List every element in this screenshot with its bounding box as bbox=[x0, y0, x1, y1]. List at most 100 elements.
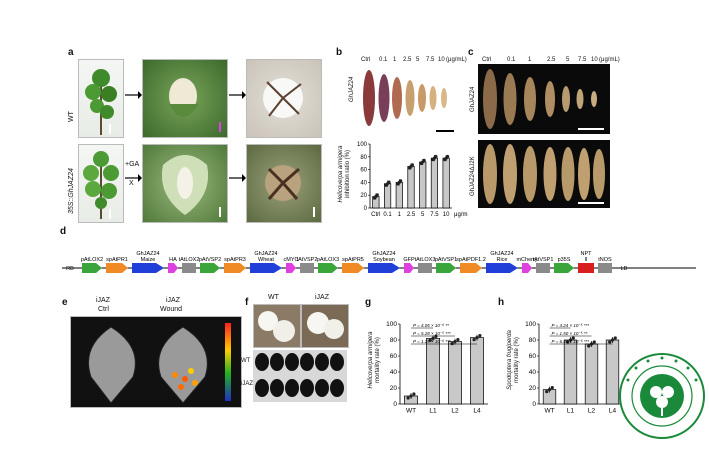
panel-label-d: d bbox=[60, 226, 67, 237]
data-point bbox=[445, 154, 450, 159]
data-point bbox=[450, 342, 454, 346]
x-axis-unit: μg/mL bbox=[454, 212, 468, 218]
construct-segment-label: pAtVSP2 bbox=[199, 257, 221, 263]
construct-segment-label-line: HA bbox=[169, 257, 177, 263]
construct-segment-label-line: GhJAZ24 bbox=[490, 251, 513, 257]
c-row1-label: GhJAZ24 bbox=[470, 86, 476, 112]
wt-bud-photo bbox=[142, 59, 228, 138]
construct-segment-label-line: Wheat bbox=[258, 257, 274, 263]
construct-segment-label-line: GhJAZ24 bbox=[136, 251, 159, 257]
c-conc-3: 5 bbox=[566, 57, 570, 63]
x-tick-label: WT bbox=[406, 408, 416, 415]
construct-segment-label-line: spAtPR1 bbox=[106, 257, 128, 263]
x-tick-label: 0.1 bbox=[383, 212, 392, 218]
e-right-title: iJAZ bbox=[166, 297, 180, 304]
data-point bbox=[610, 338, 615, 342]
y-tick-label: 20 bbox=[529, 385, 537, 392]
p-value-annotation: P = 5.28 × 10⁻⁵ *** bbox=[413, 331, 451, 336]
data-point bbox=[406, 396, 410, 400]
c-ctrl-header: Ctrl bbox=[482, 57, 492, 63]
data-point bbox=[456, 338, 460, 342]
construct-segment-label-line: pAtVSP2 bbox=[199, 257, 221, 263]
x-tick-label: 1 bbox=[398, 212, 402, 218]
construct-segment-label: spAtPDF1.2 bbox=[456, 257, 486, 263]
promoter-arrow bbox=[82, 263, 102, 273]
x-tick-label: Ctrl bbox=[371, 212, 380, 218]
transgenic-plant-photo bbox=[78, 144, 124, 223]
x-tick-label: WT bbox=[544, 408, 554, 415]
b-y-axis-label: Helicoverpa armigera inhibition ratio (%) bbox=[338, 145, 351, 203]
data-point bbox=[399, 179, 403, 183]
c-unit: (μg/mL) bbox=[599, 57, 620, 63]
construct-segment-label: pAtLOX3 bbox=[317, 257, 339, 263]
b-conc-4: 7.5 bbox=[426, 57, 435, 63]
b-conc-0: 0.1 bbox=[379, 57, 388, 63]
data-point bbox=[566, 340, 570, 344]
construct-segment-label: spAtPR3 bbox=[224, 257, 246, 263]
y-tick-label: 40 bbox=[360, 180, 367, 186]
x-tick-label: 2.5 bbox=[407, 212, 416, 218]
b-unit: (μg/mL) bbox=[446, 57, 467, 63]
b-conc-5: 10 bbox=[438, 57, 445, 63]
data-point bbox=[478, 334, 482, 338]
promoter-arrow bbox=[318, 263, 338, 273]
y-tick-label: 0 bbox=[364, 206, 368, 212]
e-right-sub: Wound bbox=[160, 306, 183, 313]
construct-segment-label-line: GhJAZ24 bbox=[254, 251, 277, 257]
y-tick-label: 0 bbox=[532, 401, 536, 408]
c-conc-0: 0.1 bbox=[507, 57, 516, 63]
signal-peptide-arrow bbox=[106, 263, 128, 273]
construct-segment-label: tNOS bbox=[598, 257, 612, 263]
panel-label-f: f bbox=[245, 297, 249, 308]
construct-segment-label: NPT II bbox=[581, 251, 593, 263]
y-tick-label: 80 bbox=[529, 337, 537, 344]
transgenic-boll-photo bbox=[246, 144, 322, 223]
construct-segment-label: GFP bbox=[403, 257, 415, 263]
data-point bbox=[428, 338, 432, 342]
gene-arrow bbox=[132, 263, 164, 273]
p-value-annotation: P = 1.29 × 10⁻⁶ *** bbox=[413, 339, 451, 344]
data-point bbox=[434, 154, 438, 159]
data-point bbox=[592, 340, 596, 344]
construct-segment-label-line: Soybean bbox=[373, 257, 395, 263]
construct-segment-label-line: spAtPR3 bbox=[224, 257, 246, 263]
data-point bbox=[613, 336, 617, 340]
y-tick-label: 20 bbox=[360, 193, 367, 199]
terminator-box bbox=[300, 263, 314, 273]
gene-arrow bbox=[368, 263, 400, 273]
bar bbox=[407, 166, 415, 209]
c-larvae-image-top bbox=[478, 64, 610, 134]
e-left-title: iJAZ bbox=[96, 297, 110, 304]
b-larvae-image bbox=[363, 70, 454, 132]
c-conc-2: 2.5 bbox=[547, 57, 556, 63]
panel-label-b: b bbox=[336, 47, 343, 58]
panel-label-c: c bbox=[468, 47, 474, 58]
construct-segment-label-line: GhJAZ24 bbox=[372, 251, 395, 257]
gene-arrow bbox=[250, 263, 282, 273]
h-chart: 0 20 40 60 80 100 WT L1 L2 L4 P = 4.24 × 10⁻⁵ *** P… bbox=[525, 321, 623, 415]
terminator-box bbox=[536, 263, 550, 273]
data-point bbox=[545, 390, 549, 394]
construct-segment-label: GhJAZ24 Rice bbox=[490, 251, 513, 263]
y-tick-label: 40 bbox=[390, 369, 398, 376]
arrow-row2-a bbox=[125, 174, 142, 182]
x-tick-label: L4 bbox=[473, 408, 481, 415]
institution-seal-logo bbox=[619, 353, 705, 439]
bar bbox=[605, 339, 620, 405]
wt-plant-photo bbox=[78, 59, 124, 138]
construct-segment-label: LB bbox=[621, 266, 628, 272]
arrow-row1-b bbox=[229, 91, 246, 99]
construct-segment-label-line: pAtVSP1 bbox=[435, 257, 457, 263]
construct-segment-label-line: cMYC bbox=[284, 257, 299, 263]
y-tick-label: 20 bbox=[390, 385, 398, 392]
construct-segment-label: GhJAZ24 Maize bbox=[136, 251, 159, 263]
panel-label-e: e bbox=[62, 297, 68, 308]
c-larvae-image-bottom bbox=[478, 140, 610, 208]
bar bbox=[448, 341, 462, 405]
bar bbox=[395, 182, 403, 209]
b-sample-label: GhJAZ24 bbox=[349, 76, 355, 102]
promoter-arrow bbox=[200, 263, 220, 273]
data-point bbox=[587, 344, 591, 348]
arrow-row1-a bbox=[125, 91, 142, 99]
